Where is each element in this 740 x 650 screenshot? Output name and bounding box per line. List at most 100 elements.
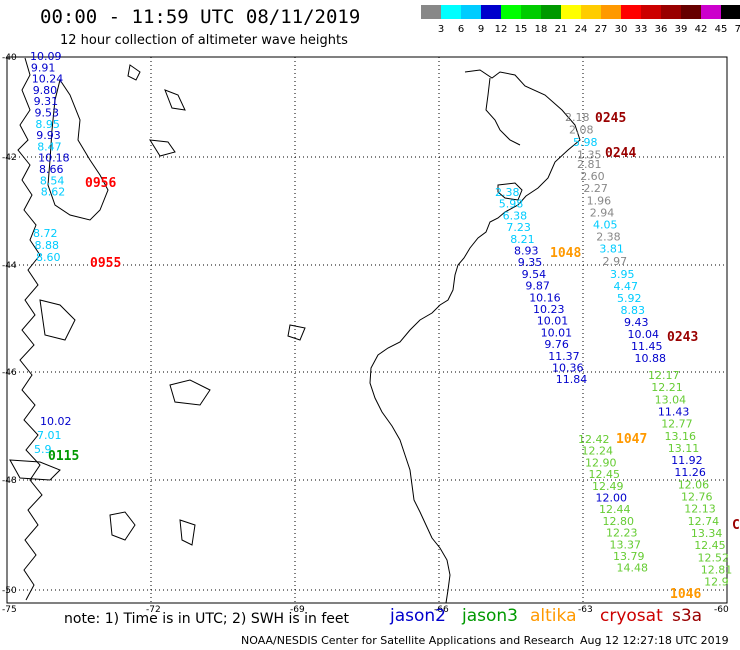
scale-label: 70 [734, 24, 740, 35]
wave-height-value: 5.9 [34, 443, 52, 456]
lat-label: -46 [2, 368, 17, 378]
scale-label: 45 [714, 24, 728, 35]
lake-3 [149, 139, 176, 157]
legend-s3a: s3a [672, 606, 703, 626]
scale-label: 24 [574, 24, 588, 35]
wave-height-value: 10.01 [537, 315, 569, 328]
coastline-west [17, 57, 43, 601]
scale-label: 33 [634, 24, 648, 35]
lon-label: -66 [434, 605, 449, 615]
wave-height-value: 12.21 [651, 381, 683, 394]
wave-height-value: 13.16 [665, 430, 697, 443]
wave-height-value: 10.24 [32, 73, 64, 86]
wave-height-value: 1.35 [577, 149, 602, 162]
wave-height-value: 6.38 [503, 209, 527, 222]
footer-note: note: 1) Time is in UTC; 2) SWH is in fe… [64, 611, 350, 627]
scale-label: 42 [694, 24, 708, 35]
lat-label: -40 [2, 53, 17, 63]
graticule [7, 57, 727, 603]
scale-swatch [461, 5, 481, 19]
wave-height-value: 12.81 [701, 563, 733, 576]
scale-swatch [721, 5, 740, 19]
wave-height-value: 12.52 [698, 551, 730, 564]
lake-7 [179, 519, 196, 546]
pass-time-label: C [732, 518, 740, 533]
scale-label: 3 [437, 24, 445, 35]
scale-swatch [441, 5, 461, 19]
wave-height-value: 11.45 [631, 340, 663, 353]
scale-swatch [601, 5, 621, 19]
scale-label: 12 [494, 24, 508, 35]
lake-6 [109, 511, 136, 541]
wave-height-value: 7.01 [37, 429, 62, 442]
legend-altika: altika [530, 606, 577, 626]
wave-height-value: 1.96 [587, 194, 612, 207]
legend-jason3: jason3 [462, 606, 518, 626]
wave-height-value: 12.00 [596, 492, 628, 505]
lon-label: -69 [290, 605, 305, 615]
lon-label: -75 [2, 605, 17, 615]
lat-label: -50 [2, 586, 17, 596]
wave-height-value: 8.21 [510, 233, 535, 246]
wave-height-value: 12.76 [681, 491, 713, 504]
wave-height-value: 12.45 [589, 468, 621, 481]
wave-height-value: 13.37 [610, 538, 642, 551]
wave-height-value: 8.72 [33, 227, 58, 240]
wave-height-value: 9.91 [31, 61, 56, 74]
wave-height-value: 12.17 [648, 369, 680, 382]
wave-height-value: 11.37 [548, 350, 580, 363]
wave-height-value: 5.92 [617, 292, 642, 305]
lon-label: -60 [714, 605, 729, 615]
wave-height-value: 2.60 [580, 170, 605, 183]
wave-height-value: 11.92 [671, 454, 703, 467]
wave-height-value: 12.9 [704, 576, 729, 589]
track-pass-0956: 10.099.9110.249.809.319.538.959.938.4710… [30, 50, 116, 199]
wave-height-value: 8.47 [37, 140, 62, 153]
coastline-east [369, 69, 581, 604]
wave-height-value: 2.38 [495, 186, 520, 199]
page-subtitle: 12 hour collection of altimeter wave hei… [60, 33, 348, 48]
scale-swatch [561, 5, 581, 19]
page-title: 00:00 - 11:59 UTC 08/11/2019 [40, 6, 361, 28]
lake-1 [127, 64, 141, 81]
wave-height-value: 12.44 [599, 503, 631, 516]
wave-height-value: 3.95 [610, 268, 635, 281]
scale-swatch [661, 5, 681, 19]
wave-height-value: 13.79 [613, 550, 645, 563]
lake-5 [287, 324, 306, 341]
wave-height-value: 10.88 [635, 352, 667, 365]
wave-height-value: 9.54 [522, 268, 547, 281]
wave-height-value: 8.62 [41, 186, 66, 199]
pass-time-label: 0955 [90, 256, 121, 271]
wave-height-value: 14.48 [617, 562, 649, 575]
track-pass-1048: 2.385.986.387.238.218.939.359.549.8710.1… [495, 186, 587, 386]
scale-swatch [621, 5, 641, 19]
pass-time-label: 0244 [605, 146, 636, 161]
wave-height-value: 8.54 [40, 174, 65, 187]
wave-height-value: 5.98 [499, 198, 524, 211]
wave-height-value: 10.04 [628, 328, 660, 341]
scale-swatch [581, 5, 601, 19]
track-pass-0245: 2.182.085.981.35 0245 [565, 111, 626, 162]
wave-height-value: 12.74 [688, 515, 720, 528]
pass-time-label: 0245 [595, 111, 626, 126]
coastline-bay [485, 77, 521, 146]
wave-height-value: 13.11 [668, 442, 700, 455]
satellite-tracks: 10.099.9110.249.809.319.538.959.938.4710… [30, 50, 740, 602]
track-pass-C: C [732, 518, 740, 533]
scale-label: 9 [477, 24, 485, 35]
wave-height-value: 9.35 [518, 256, 543, 269]
scale-label: 27 [594, 24, 608, 35]
wave-height-value: 12.06 [678, 478, 710, 491]
wave-height-value: 3.81 [599, 243, 624, 256]
wave-height-value: 2.94 [590, 206, 615, 219]
wave-height-value: 8.66 [39, 163, 64, 176]
wave-height-value: 13.04 [655, 393, 687, 406]
wave-height-value: 12.42 [578, 433, 610, 446]
wave-height-value: 12.13 [684, 503, 716, 516]
footer-timestamp: Aug 12 12:27:18 UTC 2019 [580, 634, 729, 647]
scale-swatch [641, 5, 661, 19]
